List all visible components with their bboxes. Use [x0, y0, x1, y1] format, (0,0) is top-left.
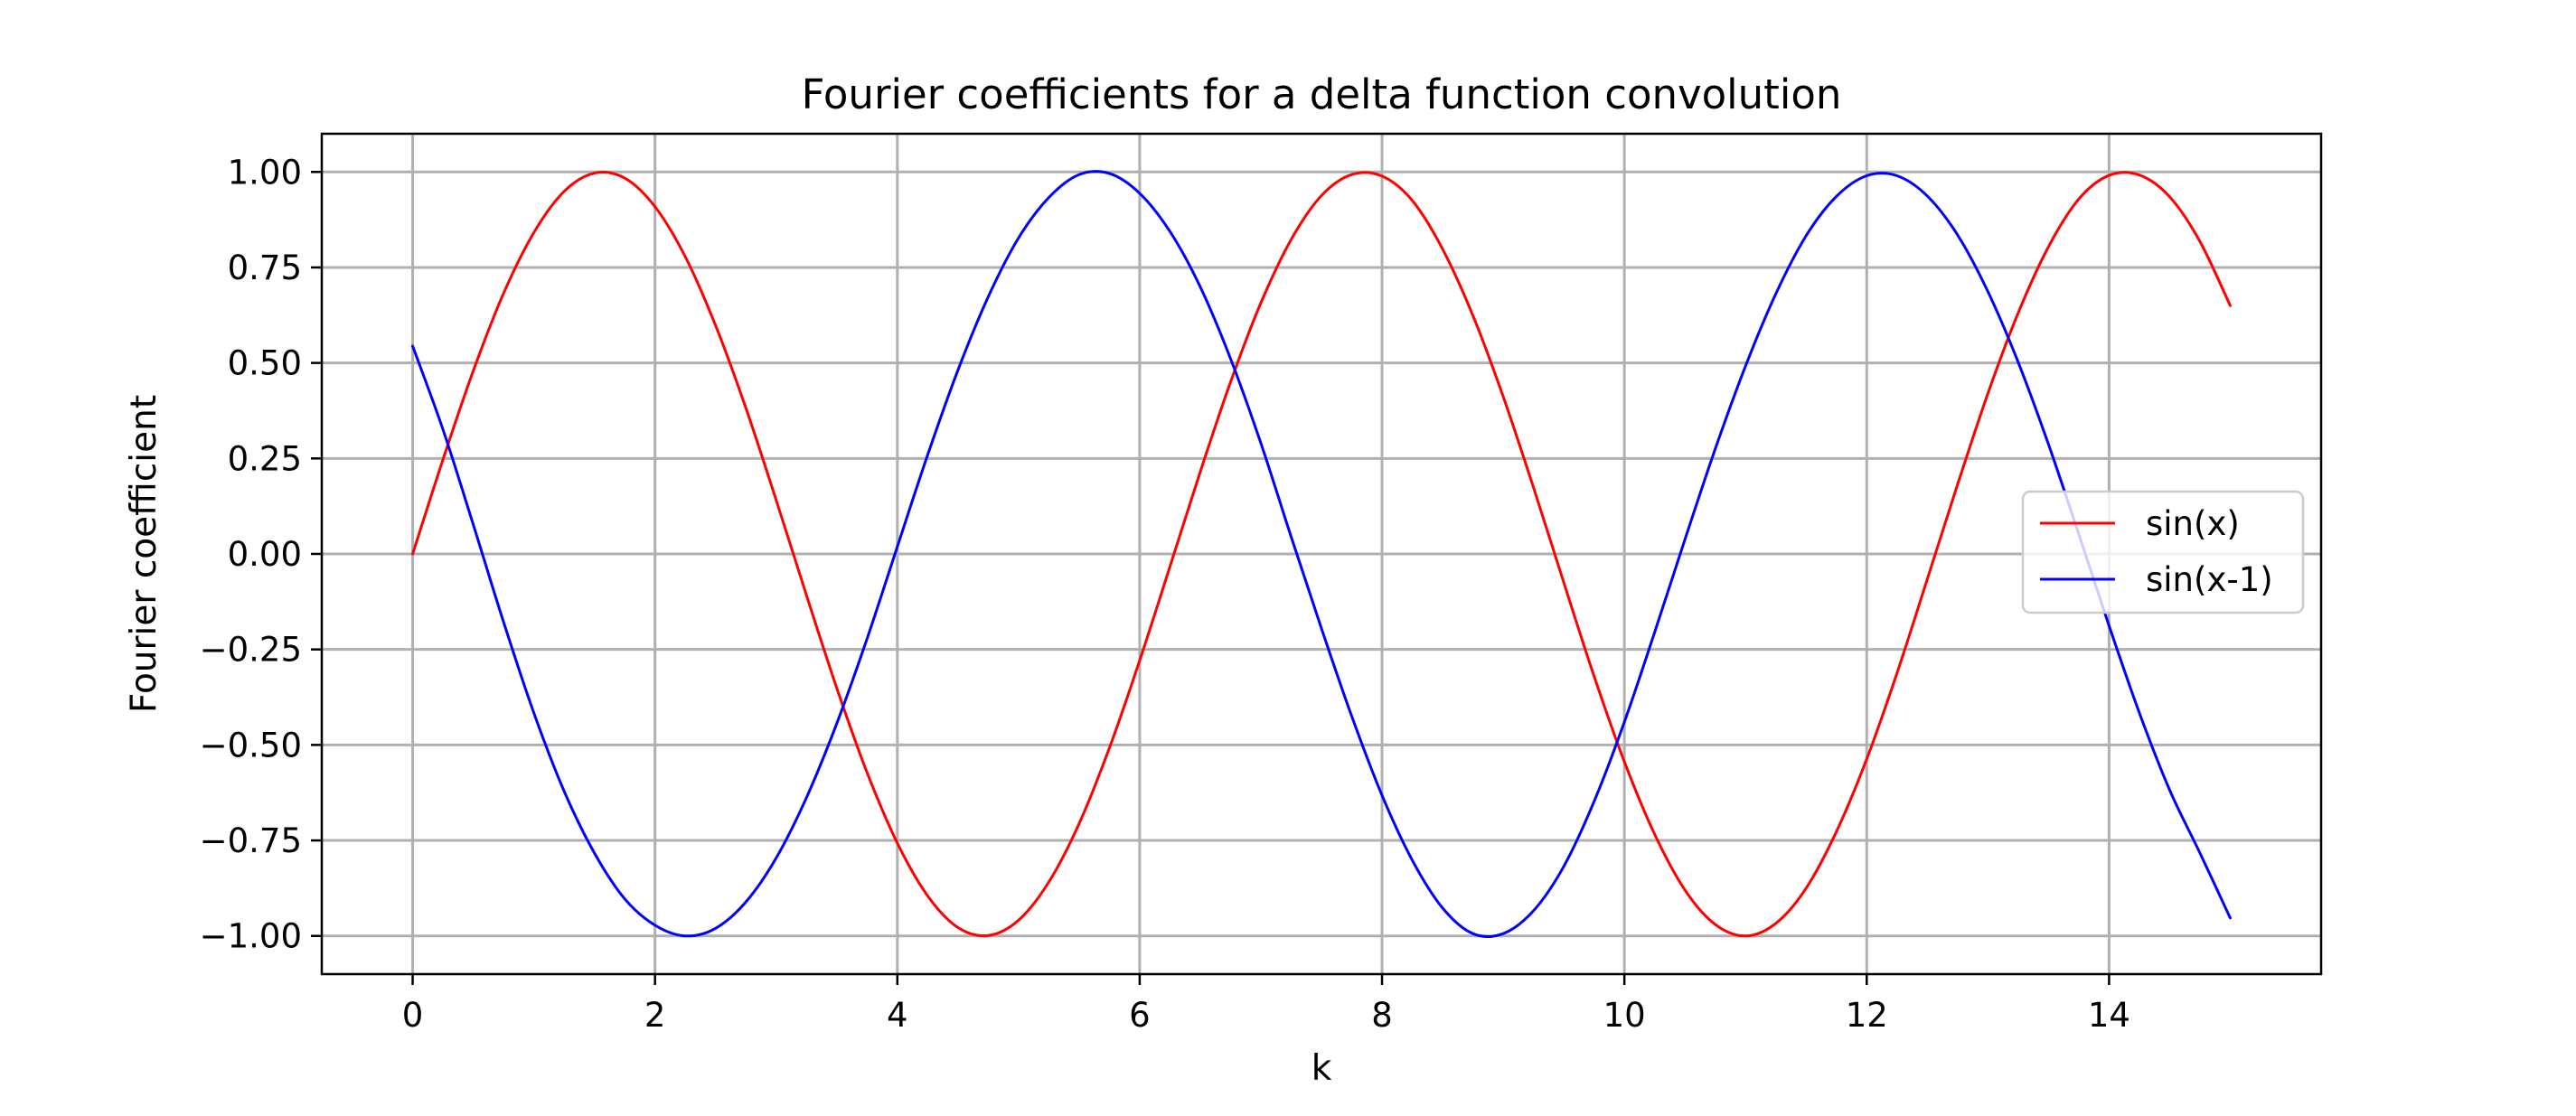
legend-label-sin-x: sin(x) [2146, 504, 2240, 543]
plot-series [411, 170, 2232, 939]
series-line-sin-x [411, 170, 2232, 938]
y-tick-label-7: −0.50 [200, 726, 302, 764]
x-tick-label-6: 6 [1129, 996, 1151, 1035]
y-tick-label-2: 0.75 [228, 249, 302, 287]
grid [322, 134, 2321, 974]
x-tick-label-0: 0 [402, 996, 424, 1035]
y-tick-label-5: 0.00 [228, 535, 302, 574]
y-tick-label-8: −0.75 [200, 821, 302, 860]
legend: sin(x) sin(x-1) [2021, 490, 2305, 614]
x-tick-label-14: 14 [2088, 996, 2130, 1035]
y-tick-label-1: 1.00 [228, 153, 302, 192]
legend-label-sin-x-1: sin(x-1) [2146, 560, 2273, 599]
y-tick-label-3: 0.50 [228, 344, 302, 383]
x-axis-label: k [1312, 1048, 1332, 1089]
x-tick-label-10: 10 [1603, 996, 1646, 1035]
x-tick-label-4: 4 [887, 996, 908, 1035]
y-tick-label-6: −0.25 [200, 631, 302, 670]
x-tick-label-2: 2 [644, 996, 666, 1035]
chart-title: Fourier coefficients for a delta functio… [802, 70, 1842, 118]
y-axis-label: Fourier coefficient [124, 395, 165, 713]
y-tick-label-9: −1.00 [200, 917, 302, 956]
x-axis-ticks: 0 2 4 6 8 10 12 14 [402, 974, 2130, 1035]
series-line-sin-x-1 [411, 170, 2232, 939]
y-tick-label-4: 0.25 [228, 439, 302, 478]
y-axis-ticks: 1.00 0.75 0.50 0.25 0.00 −0.25 −0.50 −0.75 −1.00 [200, 153, 322, 956]
x-tick-label-8: 8 [1371, 996, 1393, 1035]
x-tick-label-12: 12 [1846, 996, 1888, 1035]
